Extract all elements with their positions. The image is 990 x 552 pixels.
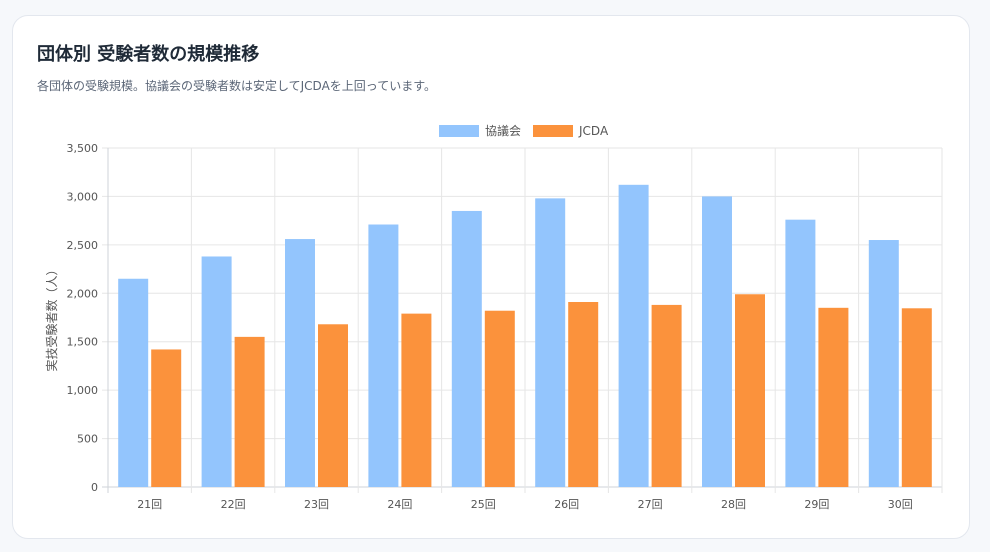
y-axis-label: 実技受験者数（人） [44,263,59,371]
page-title: 団体別 受験者数の規模推移 [37,44,260,65]
x-tick-label: 21回 [137,498,162,511]
legend-swatch [439,125,479,137]
x-tick-label: 30回 [888,498,913,511]
bar-series-1 [201,256,232,487]
x-tick-label: 23回 [304,498,329,511]
bar-series-1 [535,198,566,487]
bar-series-1 [118,278,149,487]
x-tick-label: 27回 [638,498,663,511]
bar-series-2 [735,294,765,487]
y-tick-label: 500 [77,433,98,446]
x-tick-label: 22回 [221,498,246,511]
bar-series-1 [702,196,732,487]
y-tick-label: 2,000 [67,287,99,300]
bar-series-1 [618,184,649,487]
bar-series-1 [868,240,899,487]
bar-series-1 [368,224,399,487]
bar-series-1 [451,210,482,487]
bar-series-2 [901,308,932,487]
bar-series-2 [568,302,599,487]
bar-series-2 [234,336,265,487]
bar-series-1 [285,239,315,487]
bar-series-2 [651,304,682,487]
y-tick-label: 0 [91,481,98,494]
legend-label: 協議会 [485,123,521,138]
bar-series-1 [785,219,816,487]
x-tick-label: 25回 [471,498,496,511]
bar-series-2 [401,313,432,487]
page-subtitle: 各団体の受験規模。協議会の受験者数は安定してJCDAを上回っています。 [37,79,436,93]
y-tick-label: 3,500 [67,142,99,155]
y-tick-label: 1,500 [67,336,99,349]
x-tick-label: 29回 [804,498,829,511]
bar-series-2 [318,324,348,487]
y-tick-label: 2,500 [67,239,99,252]
legend-label: JCDA [578,124,609,138]
legend-swatch [533,125,573,137]
y-tick-label: 1,000 [67,384,99,397]
x-tick-label: 26回 [554,498,579,511]
x-tick-label: 28回 [721,498,746,511]
bar-series-2 [151,349,182,487]
y-tick-label: 3,000 [67,190,99,203]
bar-series-2 [484,310,515,487]
x-tick-label: 24回 [387,498,412,511]
bar-series-2 [818,307,849,487]
